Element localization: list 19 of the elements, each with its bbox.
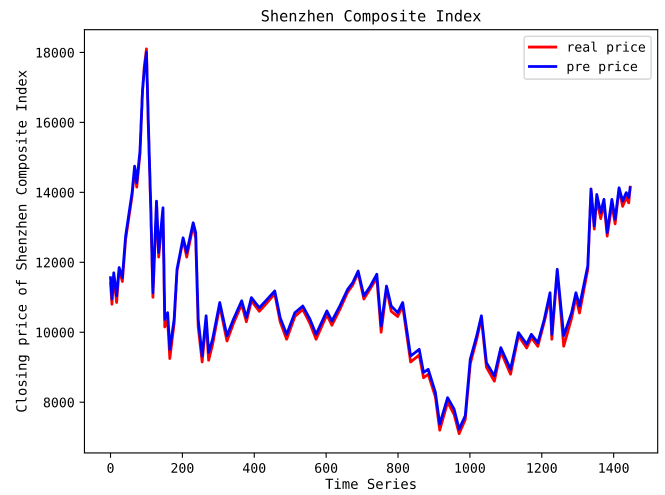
x-tick-label: 600 [315,462,338,473]
legend-label: real price [568,42,646,54]
y-tick-label: 8000 [44,397,74,408]
chart-title: Shenzhen Composite Index [262,10,481,25]
y-tick-label: 16000 [36,118,74,128]
x-tick-label: 0 [107,462,114,473]
x-tick-label: 200 [171,462,194,473]
y-tick-label: 10000 [36,328,74,338]
x-tick-label: 1200 [527,462,557,473]
y-axis-title: Closing price of Shenzhen Composite Index [16,70,30,412]
y-tick-label: 18000 [36,48,74,58]
y-tick-label: 12000 [36,258,74,268]
x-tick-label: 1400 [599,462,629,473]
x-tick-label: 1000 [456,462,485,473]
y-tick-label: 14000 [36,188,74,198]
x-tick-label: 800 [386,462,410,473]
x-axis-title: Time Series [325,478,416,490]
legend-label: pre price [568,61,638,74]
x-tick-label: 400 [243,462,266,473]
